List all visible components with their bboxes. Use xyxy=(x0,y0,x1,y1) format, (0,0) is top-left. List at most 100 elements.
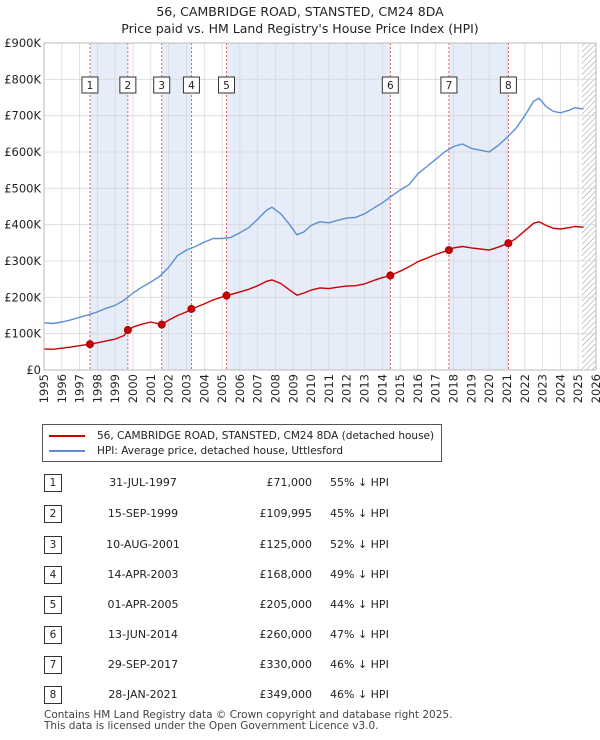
transaction-label: 8 xyxy=(505,80,512,92)
table-row: 3 10-AUG-2001 £125,000 52% ↓ HPI xyxy=(44,536,404,556)
x-tick-label: 2020 xyxy=(482,374,496,403)
transaction-number: 3 xyxy=(44,536,62,554)
transaction-point xyxy=(222,291,231,300)
legend-label-hpi: HPI: Average price, detached house, Uttl… xyxy=(97,445,344,457)
transaction-number: 7 xyxy=(44,656,62,674)
x-tick-label: 2025 xyxy=(571,374,585,403)
table-row: 8 28-JAN-2021 £349,000 46% ↓ HPI xyxy=(44,686,404,706)
transaction-hpi-diff: 46% ↓ HPI xyxy=(330,688,389,701)
x-tick-label: 2023 xyxy=(536,374,550,403)
table-row: 7 29-SEP-2017 £330,000 46% ↓ HPI xyxy=(44,656,404,676)
transaction-label-box xyxy=(153,76,171,94)
transaction-label-box xyxy=(81,76,99,94)
forecast-hatch xyxy=(581,43,596,370)
transaction-number: 2 xyxy=(44,505,62,523)
transaction-date: 14-APR-2003 xyxy=(107,568,179,581)
transaction-point xyxy=(123,326,132,335)
transaction-number: 5 xyxy=(44,596,62,614)
x-tick-label: 2011 xyxy=(322,374,336,403)
transaction-date: 29-SEP-2017 xyxy=(107,658,179,671)
x-tick-label: 1996 xyxy=(55,374,69,403)
transaction-band xyxy=(89,43,128,370)
table-row: 4 14-APR-2003 £168,000 49% ↓ HPI xyxy=(44,566,404,586)
transaction-hpi-diff: 45% ↓ HPI xyxy=(330,507,389,520)
x-tick-label: 2008 xyxy=(268,374,282,403)
transaction-point xyxy=(157,320,166,329)
x-tick-label: 1995 xyxy=(37,374,51,403)
y-tick-label: £0 xyxy=(26,363,41,377)
x-tick-label: 2010 xyxy=(304,374,318,403)
transaction-hpi-diff: 52% ↓ HPI xyxy=(330,538,389,551)
x-tick-label: 2000 xyxy=(126,374,140,403)
transaction-date: 01-APR-2005 xyxy=(107,598,179,611)
transaction-hpi-diff: 49% ↓ HPI xyxy=(330,568,389,581)
x-tick-label: 2012 xyxy=(340,374,354,403)
transaction-price: £168,000 xyxy=(259,568,313,581)
y-tick-label: £400K xyxy=(4,218,41,232)
x-tick-label: 2026 xyxy=(589,374,600,403)
y-tick-label: £900K xyxy=(4,36,41,50)
transaction-number: 4 xyxy=(44,566,62,584)
transaction-date: 31-JUL-1997 xyxy=(109,476,177,489)
transaction-label: 2 xyxy=(125,80,132,92)
transaction-date: 28-JAN-2021 xyxy=(108,688,178,701)
transaction-price: £349,000 xyxy=(259,688,313,701)
property-series-line xyxy=(43,221,584,350)
x-tick-label: 2002 xyxy=(162,374,176,403)
transaction-date: 10-AUG-2001 xyxy=(106,538,180,551)
transaction-price: £330,000 xyxy=(259,658,313,671)
x-tick-label: 2009 xyxy=(286,374,300,403)
x-tick-label: 2015 xyxy=(393,374,407,403)
x-tick-label: 1999 xyxy=(108,374,122,403)
transaction-label: 1 xyxy=(87,80,94,92)
transaction-price: £109,995 xyxy=(259,507,313,520)
transaction-point xyxy=(85,340,94,349)
x-tick-label: 2004 xyxy=(197,374,211,403)
table-row: 1 31-JUL-1997 £71,000 55% ↓ HPI xyxy=(44,474,404,494)
x-tick-label: 2001 xyxy=(144,374,158,403)
transaction-price: £205,000 xyxy=(259,598,313,611)
x-tick-label: 2007 xyxy=(251,374,265,403)
legend-swatch-hpi xyxy=(49,450,85,452)
x-tick-label: 2003 xyxy=(179,374,193,403)
transaction-number: 1 xyxy=(44,474,62,492)
x-tick-label: 2016 xyxy=(411,374,425,403)
table-row: 6 13-JUN-2014 £260,000 47% ↓ HPI xyxy=(44,626,404,646)
transaction-label: 5 xyxy=(223,80,230,92)
legend-item-property: 56, CAMBRIDGE ROAD, STANSTED, CM24 8DA (… xyxy=(49,429,434,443)
legend-item-hpi: HPI: Average price, detached house, Uttl… xyxy=(49,444,343,458)
transaction-point xyxy=(444,246,453,255)
transaction-label-box xyxy=(499,76,517,94)
legend-label-property: 56, CAMBRIDGE ROAD, STANSTED, CM24 8DA (… xyxy=(97,430,435,442)
x-tick-label: 2022 xyxy=(518,374,532,403)
y-tick-label: £300K xyxy=(4,254,41,268)
plot-border xyxy=(43,42,597,371)
y-tick-label: £800K xyxy=(4,72,41,86)
transaction-hpi-diff: 55% ↓ HPI xyxy=(330,476,389,489)
transaction-label-box xyxy=(119,76,137,94)
footer: Contains HM Land Registry data © Crown c… xyxy=(44,710,452,732)
transaction-label-box xyxy=(381,76,399,94)
x-tick-label: 2005 xyxy=(215,374,229,403)
x-tick-label: 2018 xyxy=(447,374,461,403)
transaction-label-box xyxy=(440,76,458,94)
x-tick-label: 2006 xyxy=(233,374,247,403)
footer-licence: This data is licensed under the Open Gov… xyxy=(44,720,379,732)
price-chart: 1 2 3 4 5 6 7 8 £0 £100K £200K £300K £400K £500K £600K… xyxy=(4,36,600,403)
footer-copyright: Contains HM Land Registry data © Crown c… xyxy=(44,709,453,721)
x-tick-label: 2019 xyxy=(464,374,478,403)
y-tick-label: £200K xyxy=(4,290,41,304)
legend: 56, CAMBRIDGE ROAD, STANSTED, CM24 8DA (… xyxy=(42,424,442,462)
transaction-label-box xyxy=(182,76,200,94)
x-tick-label: 1998 xyxy=(90,374,104,403)
x-tick-label: 2013 xyxy=(358,374,372,403)
transaction-price: £71,000 xyxy=(266,476,313,489)
transaction-label: 3 xyxy=(158,80,165,92)
transaction-band xyxy=(226,43,391,370)
transaction-price: £125,000 xyxy=(259,538,313,551)
chart-subtitle: Price paid vs. HM Land Registry's House … xyxy=(121,21,479,36)
transaction-number: 6 xyxy=(44,626,62,644)
transaction-point xyxy=(386,271,395,280)
transaction-label-box xyxy=(218,76,236,94)
transaction-label: 4 xyxy=(188,80,195,92)
